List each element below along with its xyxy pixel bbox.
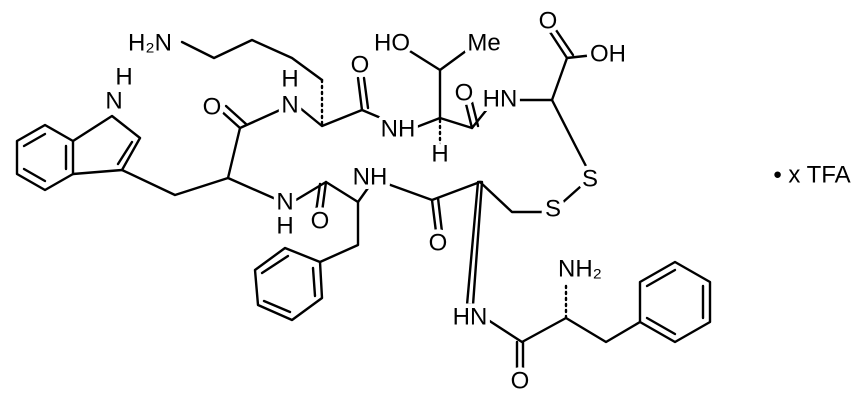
atom-label: O bbox=[511, 367, 530, 394]
atom-labels: H₂N HO Me O OH O H N O H N O HN NH H S S… bbox=[101, 3, 631, 399]
atom-label: H bbox=[281, 65, 298, 92]
atom-label: Me bbox=[467, 29, 500, 56]
atom-label: O bbox=[429, 229, 448, 256]
atom-label: O bbox=[203, 93, 222, 120]
bonds bbox=[15, 28, 712, 372]
atom-label: O bbox=[311, 207, 330, 234]
atom-label: O bbox=[351, 51, 370, 78]
atom-label: NH₂ bbox=[558, 255, 602, 282]
atom-label: O bbox=[539, 7, 558, 34]
atom-label: S bbox=[545, 195, 561, 222]
atom-label: HN bbox=[453, 303, 488, 330]
atom-label: NH bbox=[381, 115, 416, 142]
atom-label: O bbox=[455, 79, 474, 106]
atom-label: H bbox=[115, 63, 132, 90]
atom-label: H bbox=[431, 140, 448, 167]
atom-label: HN bbox=[483, 85, 518, 112]
salt-label: • x TFA bbox=[773, 161, 850, 188]
atom-label: N bbox=[281, 91, 298, 118]
atom-label: S bbox=[582, 165, 598, 192]
atom-label: N bbox=[105, 87, 122, 114]
atom-label: NH bbox=[353, 163, 388, 190]
atom-label: H₂N bbox=[128, 29, 172, 56]
atom-label: OH bbox=[590, 40, 626, 67]
atom-label: N bbox=[276, 188, 293, 215]
atom-label: HO bbox=[374, 29, 410, 56]
atom-label: H bbox=[276, 212, 293, 239]
